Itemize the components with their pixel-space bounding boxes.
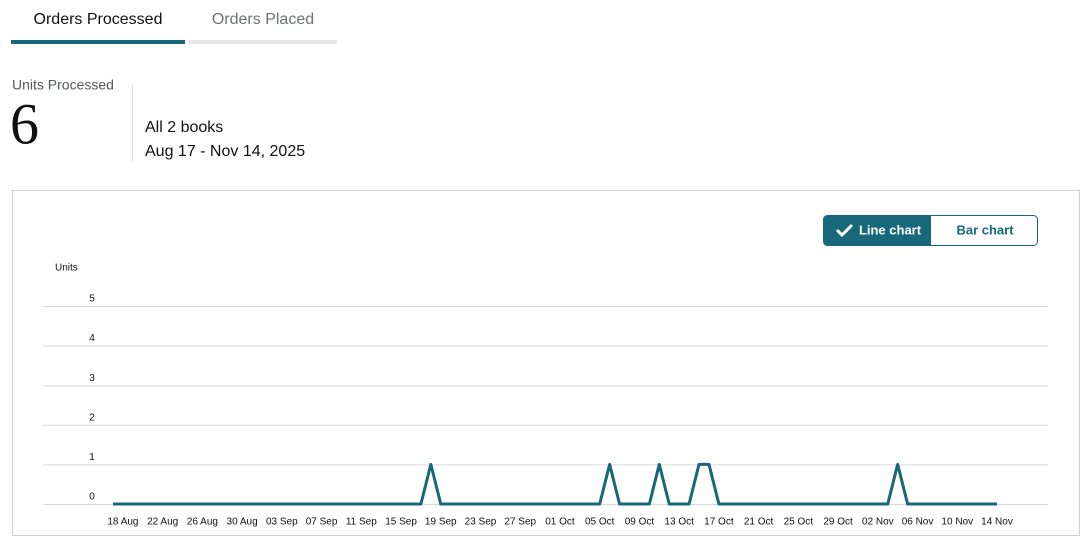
x-tick-label: 11 Sep [346,517,377,528]
x-tick-label: 26 Aug [187,517,218,528]
y-tick-label: 4 [89,333,95,344]
x-tick-label: 03 Sep [266,517,298,528]
x-tick-label: 17 Oct [704,517,734,528]
x-tick-label: 06 Nov [902,517,934,528]
x-tick-label: 30 Aug [227,517,258,528]
x-tick-label: 18 Aug [107,517,138,528]
y-tick-label: 1 [89,452,95,463]
x-tick-label: 05 Oct [585,517,615,528]
tab[interactable]: Orders Processed [34,11,163,28]
toggle-active[interactable] [823,215,932,246]
y-tick-label: 2 [89,412,95,423]
x-tick-label: 23 Sep [465,517,497,528]
y-tick-label: 0 [89,492,95,503]
x-tick-label: 25 Oct [784,517,814,528]
tab-underline [189,40,337,44]
x-tick-label: 15 Sep [385,517,417,528]
x-tick-label: 19 Sep [425,517,457,528]
tab-underline [11,40,185,44]
tab[interactable]: Orders Placed [212,11,314,28]
summary-scope: All 2 books [145,119,223,136]
x-tick-label: 14 Nov [981,517,1013,528]
x-tick-label: 27 Sep [504,517,536,528]
x-tick-label: 22 Aug [147,517,178,528]
x-tick-label: 29 Oct [823,517,853,528]
summary-label: Units Processed [12,77,114,93]
summary-range: Aug 17 - Nov 14, 2025 [145,143,305,160]
x-tick-label: 01 Oct [545,517,575,528]
x-tick-label: 07 Sep [306,517,338,528]
x-tick-label: 09 Oct [625,517,655,528]
check-icon [835,223,854,238]
x-tick-label: 21 Oct [744,517,774,528]
y-axis-label: Units [55,263,78,274]
data-line [113,462,997,506]
y-tick-label: 5 [89,294,95,305]
summary-value: 6 [10,91,39,156]
x-tick-label: 13 Oct [664,517,694,528]
toggle-button[interactable]: Bar chart [956,222,1014,237]
x-tick-label: 10 Nov [941,517,973,528]
x-tick-label: 02 Nov [862,517,894,528]
y-tick-label: 3 [89,373,95,384]
toggle-button[interactable]: Line chart [859,222,922,237]
